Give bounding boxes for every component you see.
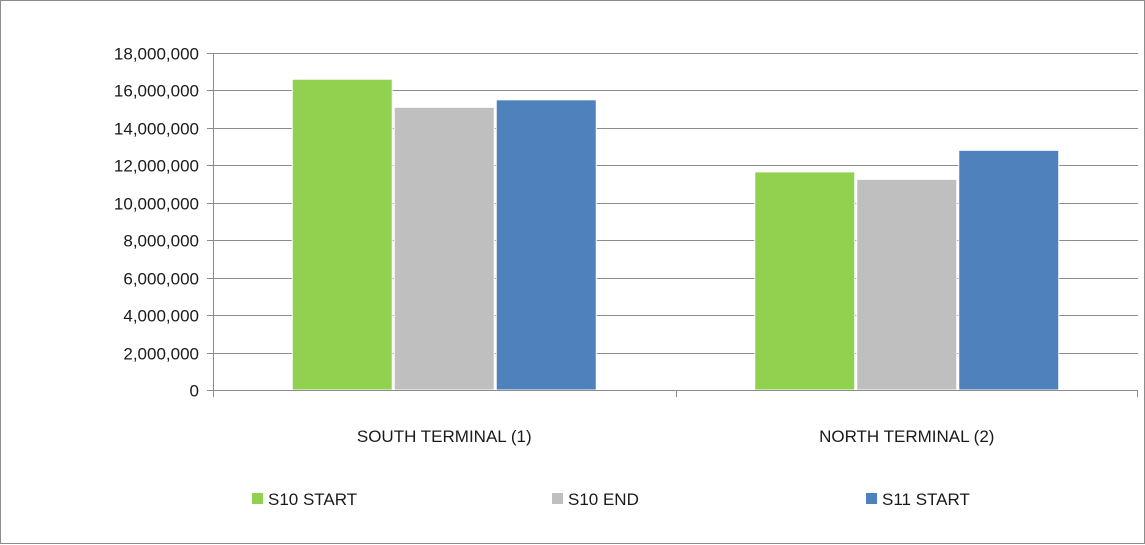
bar-s10-end <box>856 178 958 391</box>
y-tick-label: 18,000,000 <box>114 45 199 64</box>
y-tick-label: 6,000,000 <box>123 270 199 289</box>
axes <box>207 53 1138 397</box>
x-category-label: NORTH TERMINAL (2) <box>819 427 994 446</box>
y-tick-label: 8,000,000 <box>123 232 199 251</box>
y-tick-label: 4,000,000 <box>123 307 199 326</box>
y-tick-label: 10,000,000 <box>114 195 199 214</box>
legend-label: S11 START <box>882 490 970 509</box>
bar-s10-start <box>754 171 856 391</box>
bar-s10-start <box>291 78 393 391</box>
y-tick-label: 12,000,000 <box>114 157 199 176</box>
x-category-labels: SOUTH TERMINAL (1) NORTH TERMINAL (2) <box>357 427 995 446</box>
legend: S10 START S10 END S11 START <box>252 490 970 509</box>
legend-swatch <box>252 493 263 504</box>
x-category-label: SOUTH TERMINAL (1) <box>357 427 532 446</box>
y-tick-label: 16,000,000 <box>114 82 199 101</box>
y-tick-label: 0 <box>190 382 199 401</box>
legend-label: S10 END <box>568 490 639 509</box>
bars <box>291 78 1060 391</box>
y-tick-labels: 0 2,000,000 4,000,000 6,000,000 8,000,000 10,… <box>114 45 199 401</box>
legend-swatch <box>552 493 563 504</box>
y-tick-label: 2,000,000 <box>123 345 199 364</box>
bar-s10-end <box>393 106 495 391</box>
legend-label: S10 START <box>268 490 357 509</box>
y-tick-label: 14,000,000 <box>114 120 199 139</box>
bar-s11-start <box>495 99 597 391</box>
bar-s11-start <box>958 149 1060 391</box>
legend-swatch <box>866 493 877 504</box>
